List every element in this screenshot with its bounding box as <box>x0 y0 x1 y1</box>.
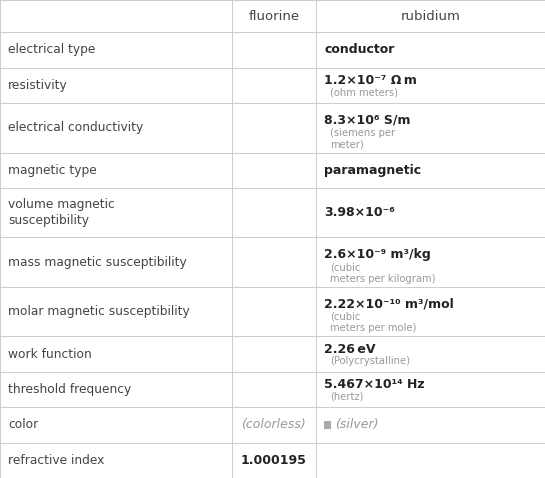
Text: molar magnetic susceptibility: molar magnetic susceptibility <box>8 305 190 318</box>
Text: volume magnetic
susceptibility: volume magnetic susceptibility <box>8 198 115 227</box>
Text: (Polycrystalline): (Polycrystalline) <box>330 356 410 366</box>
Text: 8.3×10⁶ S/m: 8.3×10⁶ S/m <box>324 114 411 127</box>
Text: (cubic
meters per mole): (cubic meters per mole) <box>330 312 416 333</box>
Text: rubidium: rubidium <box>401 10 461 22</box>
Text: fluorine: fluorine <box>249 10 299 22</box>
Text: 3.98×10⁻⁶: 3.98×10⁻⁶ <box>324 206 395 219</box>
Text: (ohm meters): (ohm meters) <box>330 87 398 98</box>
Text: threshold frequency: threshold frequency <box>8 383 131 396</box>
Text: 2.6×10⁻⁹ m³/kg: 2.6×10⁻⁹ m³/kg <box>324 248 431 261</box>
Text: conductor: conductor <box>324 43 395 56</box>
Bar <box>324 421 331 429</box>
Text: 2.22×10⁻¹⁰ m³/mol: 2.22×10⁻¹⁰ m³/mol <box>324 298 454 311</box>
Text: 2.26 eV: 2.26 eV <box>324 343 376 356</box>
Text: 1.2×10⁻⁷ Ω m: 1.2×10⁻⁷ Ω m <box>324 74 417 87</box>
Text: (cubic
meters per kilogram): (cubic meters per kilogram) <box>330 262 435 284</box>
Text: (siemens per
meter): (siemens per meter) <box>330 128 395 150</box>
Text: resistivity: resistivity <box>8 79 68 92</box>
Text: (hertz): (hertz) <box>330 391 363 402</box>
Text: paramagnetic: paramagnetic <box>324 164 421 177</box>
Text: 1.000195: 1.000195 <box>241 454 307 467</box>
Text: electrical type: electrical type <box>8 43 95 56</box>
Text: color: color <box>8 418 39 431</box>
Text: (colorless): (colorless) <box>241 418 306 431</box>
Text: (silver): (silver) <box>335 418 379 431</box>
Text: electrical conductivity: electrical conductivity <box>8 121 143 134</box>
Text: refractive index: refractive index <box>8 454 105 467</box>
Text: 5.467×10¹⁴ Hz: 5.467×10¹⁴ Hz <box>324 379 425 391</box>
Text: magnetic type: magnetic type <box>8 164 97 177</box>
Text: work function: work function <box>8 348 92 360</box>
Text: mass magnetic susceptibility: mass magnetic susceptibility <box>8 256 187 269</box>
